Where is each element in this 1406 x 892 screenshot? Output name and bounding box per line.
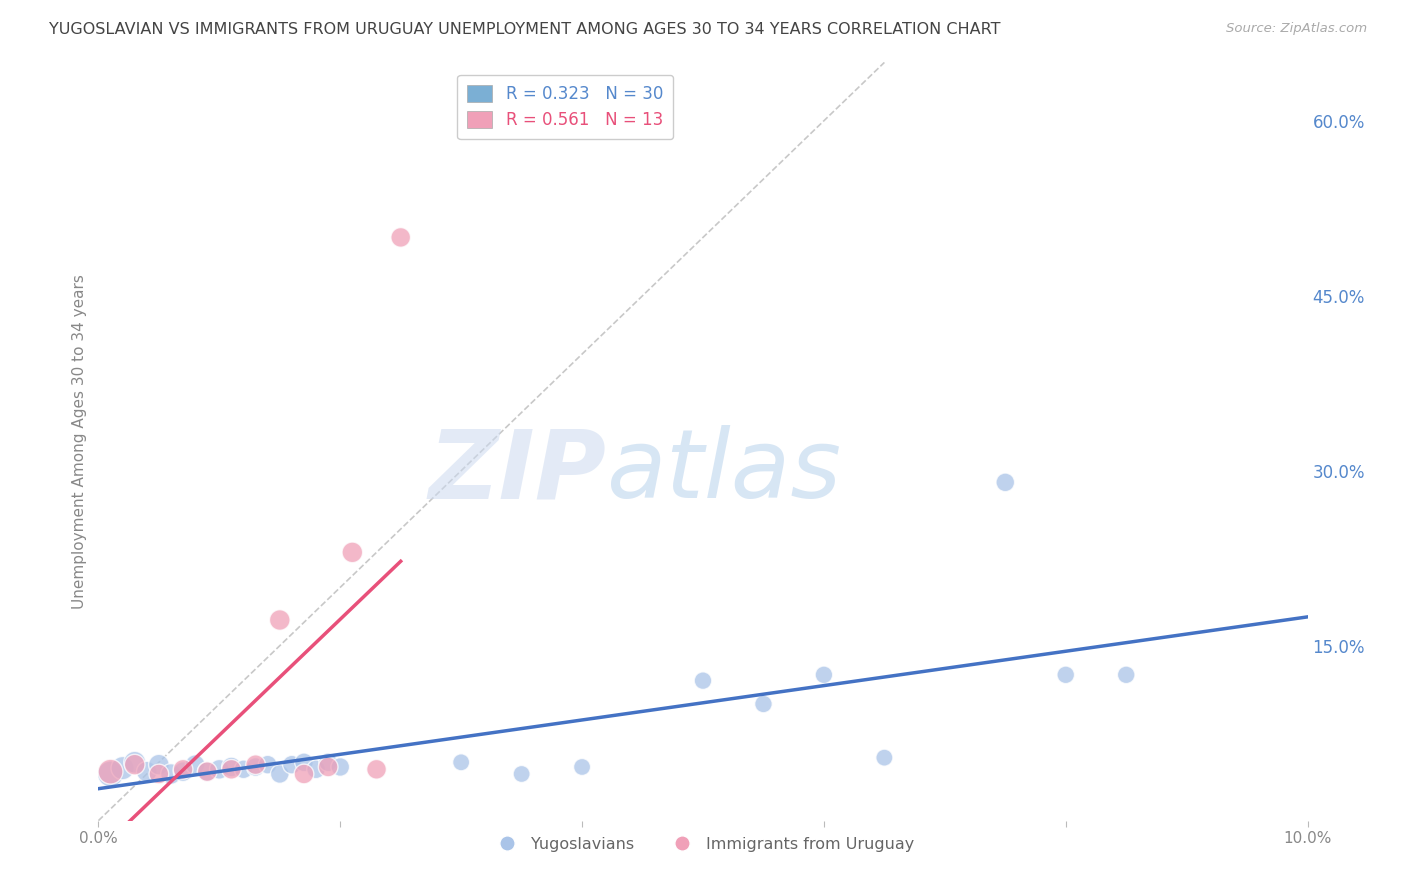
- Point: [160, 767, 183, 781]
- Point: [366, 762, 388, 776]
- Y-axis label: Unemployment Among Ages 30 to 34 years: Unemployment Among Ages 30 to 34 years: [72, 274, 87, 609]
- Point: [245, 757, 267, 772]
- Point: [342, 545, 364, 559]
- Point: [329, 760, 352, 774]
- Point: [1054, 668, 1077, 682]
- Point: [148, 757, 170, 772]
- Point: [450, 756, 472, 770]
- Point: [208, 762, 231, 776]
- Point: [571, 760, 593, 774]
- Point: [994, 475, 1017, 490]
- Point: [389, 230, 412, 244]
- Point: [256, 757, 278, 772]
- Point: [316, 760, 339, 774]
- Point: [100, 764, 122, 779]
- Text: Source: ZipAtlas.com: Source: ZipAtlas.com: [1226, 22, 1367, 36]
- Point: [269, 767, 291, 781]
- Point: [232, 762, 254, 776]
- Point: [1115, 668, 1137, 682]
- Point: [692, 673, 714, 688]
- Point: [100, 767, 122, 781]
- Point: [269, 613, 291, 627]
- Point: [124, 757, 146, 772]
- Point: [292, 756, 315, 770]
- Text: atlas: atlas: [606, 425, 841, 518]
- Point: [124, 756, 146, 770]
- Point: [305, 762, 328, 776]
- Point: [195, 764, 218, 779]
- Point: [172, 762, 194, 776]
- Point: [281, 757, 304, 772]
- Point: [111, 761, 134, 775]
- Point: [245, 760, 267, 774]
- Text: YUGOSLAVIAN VS IMMIGRANTS FROM URUGUAY UNEMPLOYMENT AMONG AGES 30 TO 34 YEARS CO: YUGOSLAVIAN VS IMMIGRANTS FROM URUGUAY U…: [49, 22, 1001, 37]
- Text: ZIP: ZIP: [429, 425, 606, 518]
- Legend: Yugoslavians, Immigrants from Uruguay: Yugoslavians, Immigrants from Uruguay: [485, 830, 921, 858]
- Point: [221, 762, 243, 776]
- Point: [316, 756, 339, 770]
- Point: [172, 764, 194, 779]
- Point: [148, 767, 170, 781]
- Point: [292, 767, 315, 781]
- Point: [510, 767, 533, 781]
- Point: [873, 750, 896, 764]
- Point: [135, 764, 157, 779]
- Point: [752, 697, 775, 711]
- Point: [184, 757, 207, 772]
- Point: [221, 760, 243, 774]
- Point: [195, 764, 218, 779]
- Point: [813, 668, 835, 682]
